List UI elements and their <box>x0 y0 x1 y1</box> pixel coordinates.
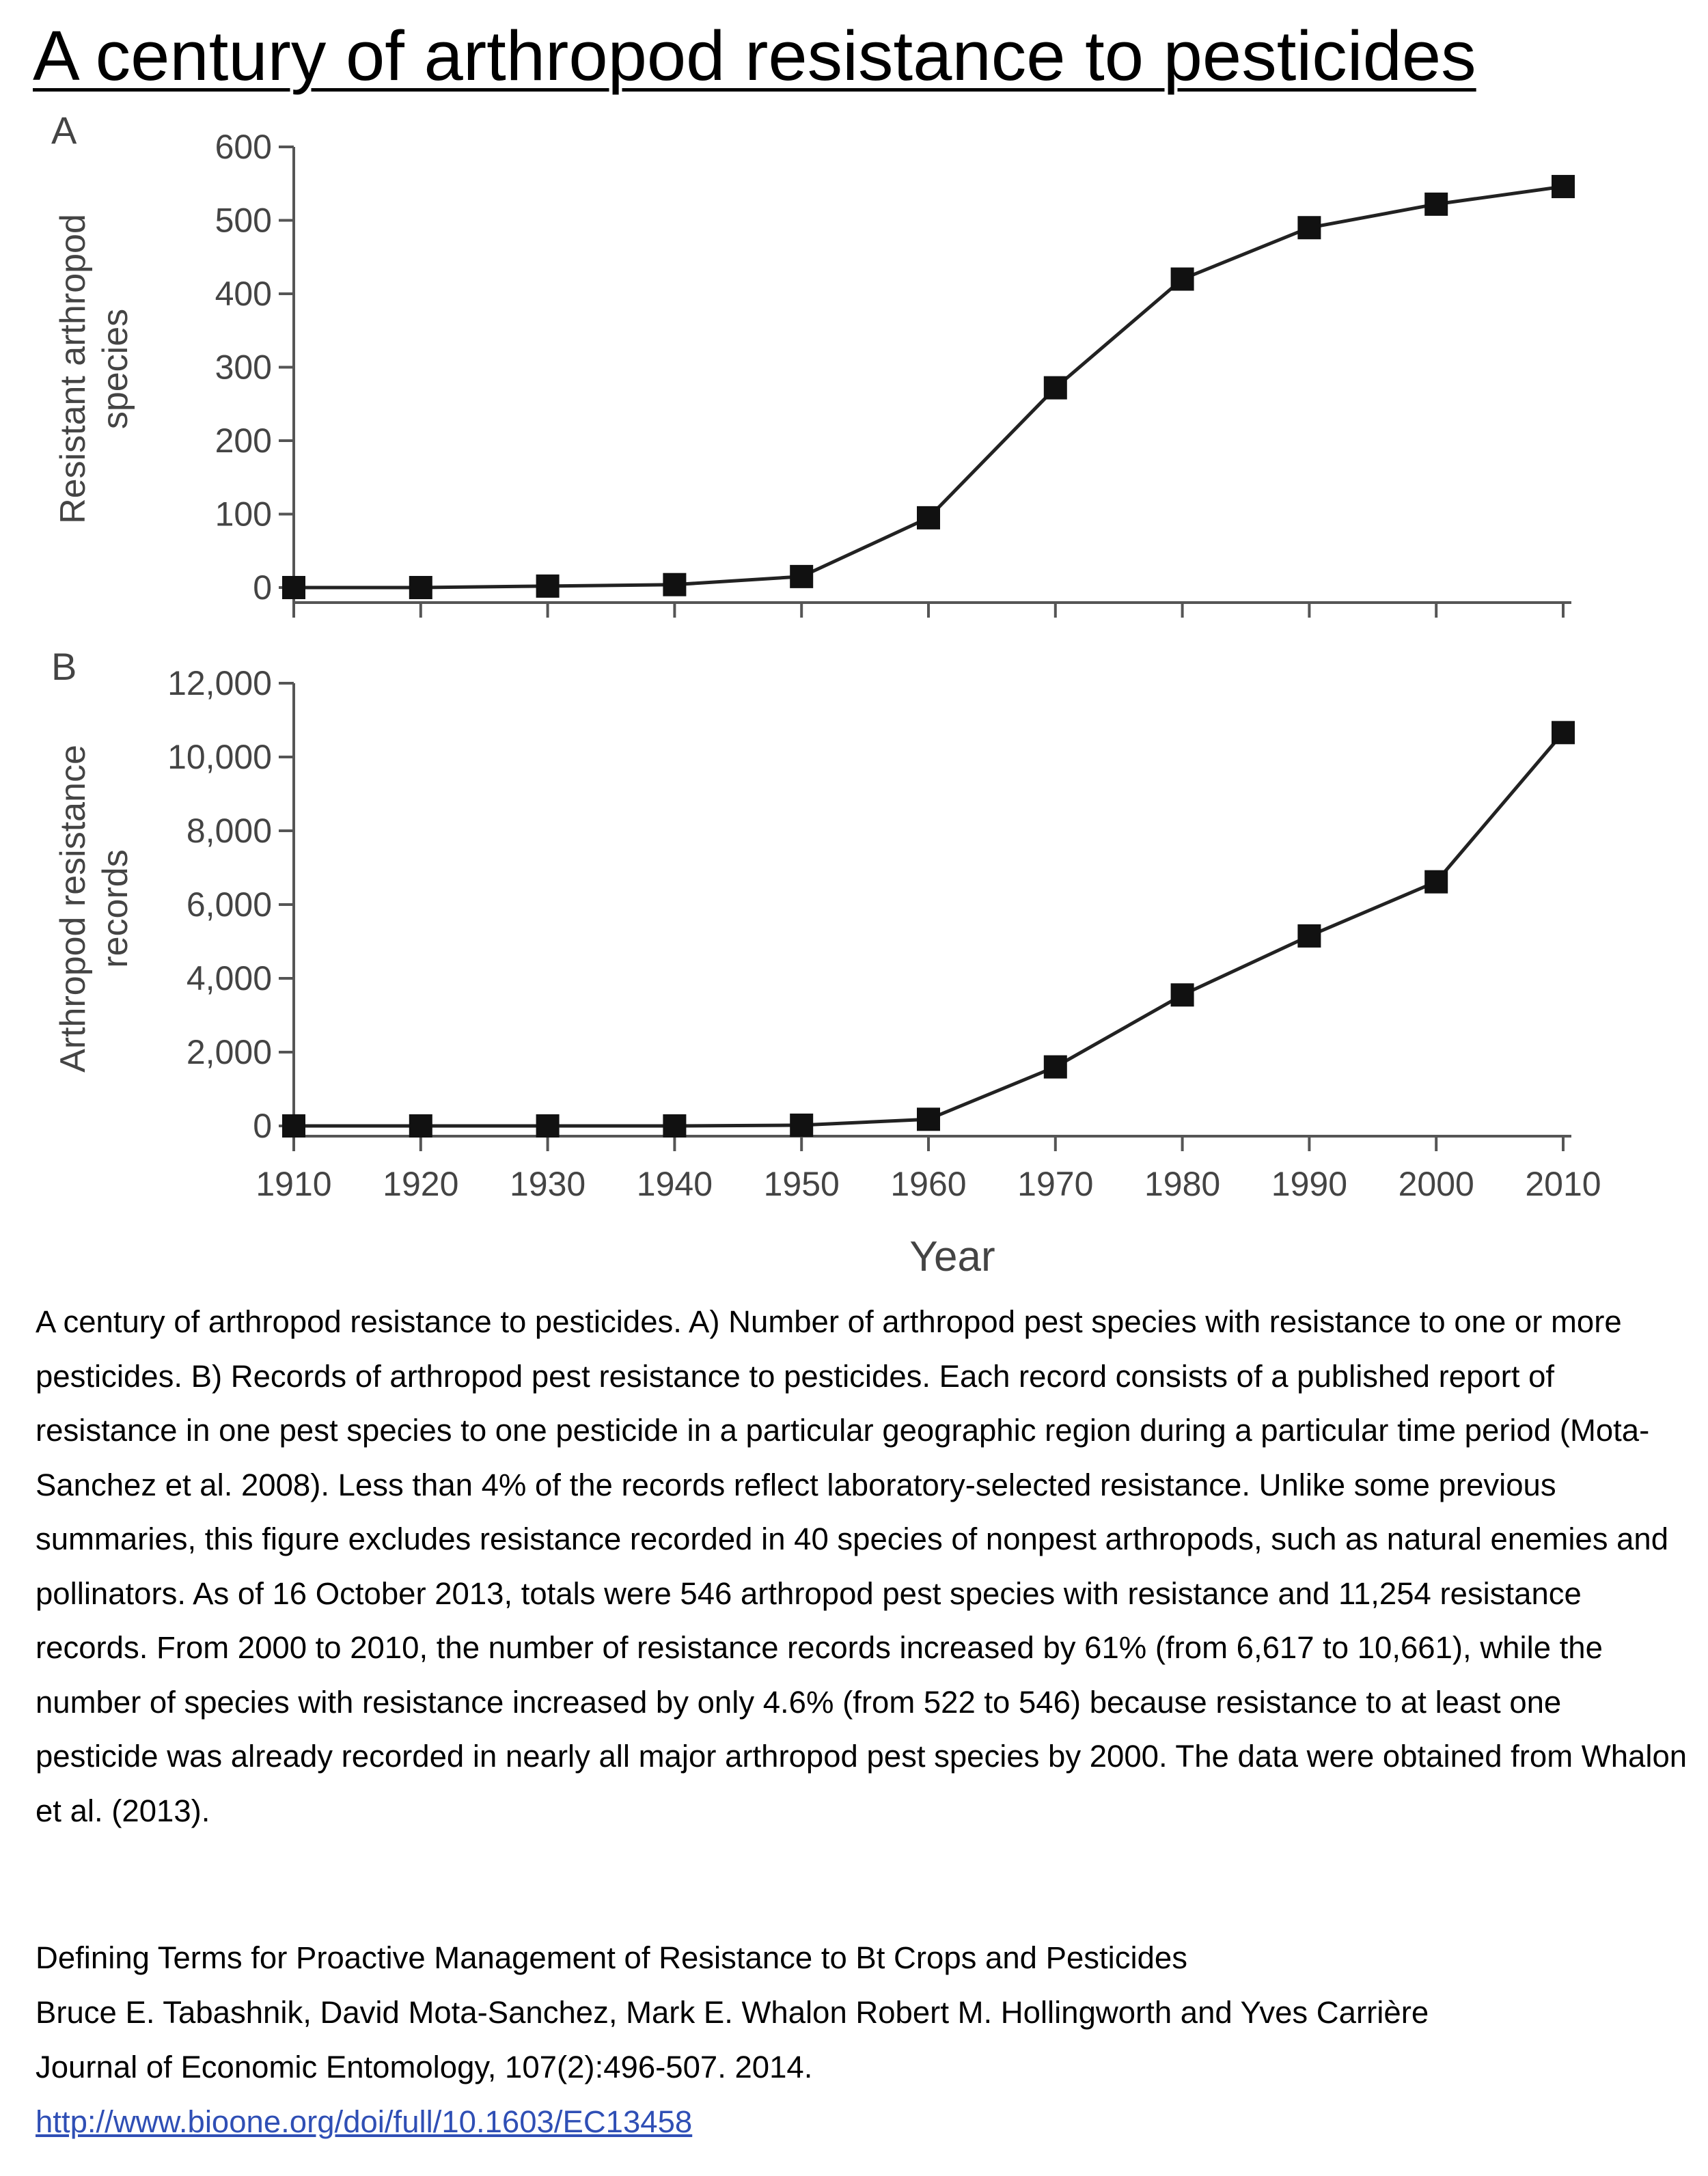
y-tick-label: 12,000 <box>167 664 272 702</box>
data-point-marker <box>1043 376 1067 400</box>
y-tick-label: 10,000 <box>167 738 272 776</box>
data-point-marker <box>663 1114 687 1138</box>
y-tick-label: 300 <box>215 348 272 387</box>
y-tick-label: 4,000 <box>187 959 272 997</box>
data-point-marker <box>409 576 432 599</box>
data-point-marker <box>282 1114 305 1138</box>
panel-b-chart: B 0 2,000 4,000 6,000 8,000 10,000 12,000 1910 19… <box>51 645 1601 1280</box>
data-point-marker <box>1424 870 1448 894</box>
data-point-marker <box>917 1107 940 1131</box>
y-tick-label: 100 <box>215 495 272 534</box>
y-tick-label: 600 <box>215 128 272 166</box>
data-point-marker <box>1297 924 1321 948</box>
y-tick-label: 6,000 <box>187 885 272 924</box>
y-tick-label: 0 <box>253 1107 272 1145</box>
y-axis-title: Resistant arthropodspecies <box>53 214 135 524</box>
reference-block: Defining Terms for Proactive Management … <box>36 1931 1689 2149</box>
panel-label: B <box>51 645 77 688</box>
data-point-marker <box>536 1114 560 1138</box>
data-point-marker <box>790 1113 814 1137</box>
reference-article-title: Defining Terms for Proactive Management … <box>36 1940 1187 1975</box>
data-point-marker <box>1552 721 1575 745</box>
data-point-marker <box>536 574 560 598</box>
figure-charts: A 0 100 200 300 400 500 600 Resistant arthropods… <box>51 109 1601 1280</box>
data-point-marker <box>282 576 305 599</box>
x-tick-label: 1930 <box>510 1165 586 1203</box>
data-point-marker <box>1424 192 1448 216</box>
reference-journal: Journal of Economic Entomology, 107(2):4… <box>36 2050 813 2084</box>
y-tick-label: 400 <box>215 275 272 313</box>
x-tick-label: 1970 <box>1017 1165 1093 1203</box>
data-point-marker <box>790 564 814 588</box>
y-tick-label: 0 <box>253 568 272 607</box>
reference-authors: Bruce E. Tabashnik, David Mota-Sanchez, … <box>36 1995 1429 2030</box>
data-point-marker <box>1043 1055 1067 1079</box>
x-tick-label: 1980 <box>1144 1165 1220 1203</box>
x-tick-label: 1950 <box>764 1165 840 1203</box>
data-point-marker <box>1170 267 1194 291</box>
y-tick-label: 500 <box>215 202 272 240</box>
data-point-marker <box>1297 216 1321 240</box>
data-point-marker <box>663 573 687 596</box>
page-title: A century of arthropod resistance to pes… <box>33 16 1476 95</box>
y-axis-title: Arthropod resistancerecords <box>53 745 135 1073</box>
data-point-marker <box>917 506 940 529</box>
reference-link[interactable]: http://www.bioone.org/doi/full/10.1603/E… <box>36 2104 693 2139</box>
x-tick-label: 1920 <box>383 1165 458 1203</box>
x-tick-label: 1960 <box>890 1165 966 1203</box>
data-point-marker <box>409 1114 432 1138</box>
x-axis-title: Year <box>909 1233 995 1280</box>
x-tick-label: 1910 <box>256 1165 331 1203</box>
panel-label: A <box>51 109 77 152</box>
data-point-marker <box>1552 175 1575 199</box>
x-tick-label: 2010 <box>1525 1165 1601 1203</box>
y-tick-label: 8,000 <box>187 812 272 850</box>
y-tick-label: 2,000 <box>187 1033 272 1071</box>
x-tick-label: 1940 <box>637 1165 713 1203</box>
x-tick-label: 2000 <box>1399 1165 1474 1203</box>
x-tick-label: 1990 <box>1271 1165 1347 1203</box>
panel-a-chart: A 0 100 200 300 400 500 600 Resistant arthropods… <box>51 109 1575 618</box>
figure-caption: A century of arthropod resistance to pes… <box>36 1304 1688 1828</box>
series-line <box>294 731 1565 1128</box>
y-tick-label: 200 <box>215 422 272 460</box>
data-point-marker <box>1170 983 1194 1007</box>
